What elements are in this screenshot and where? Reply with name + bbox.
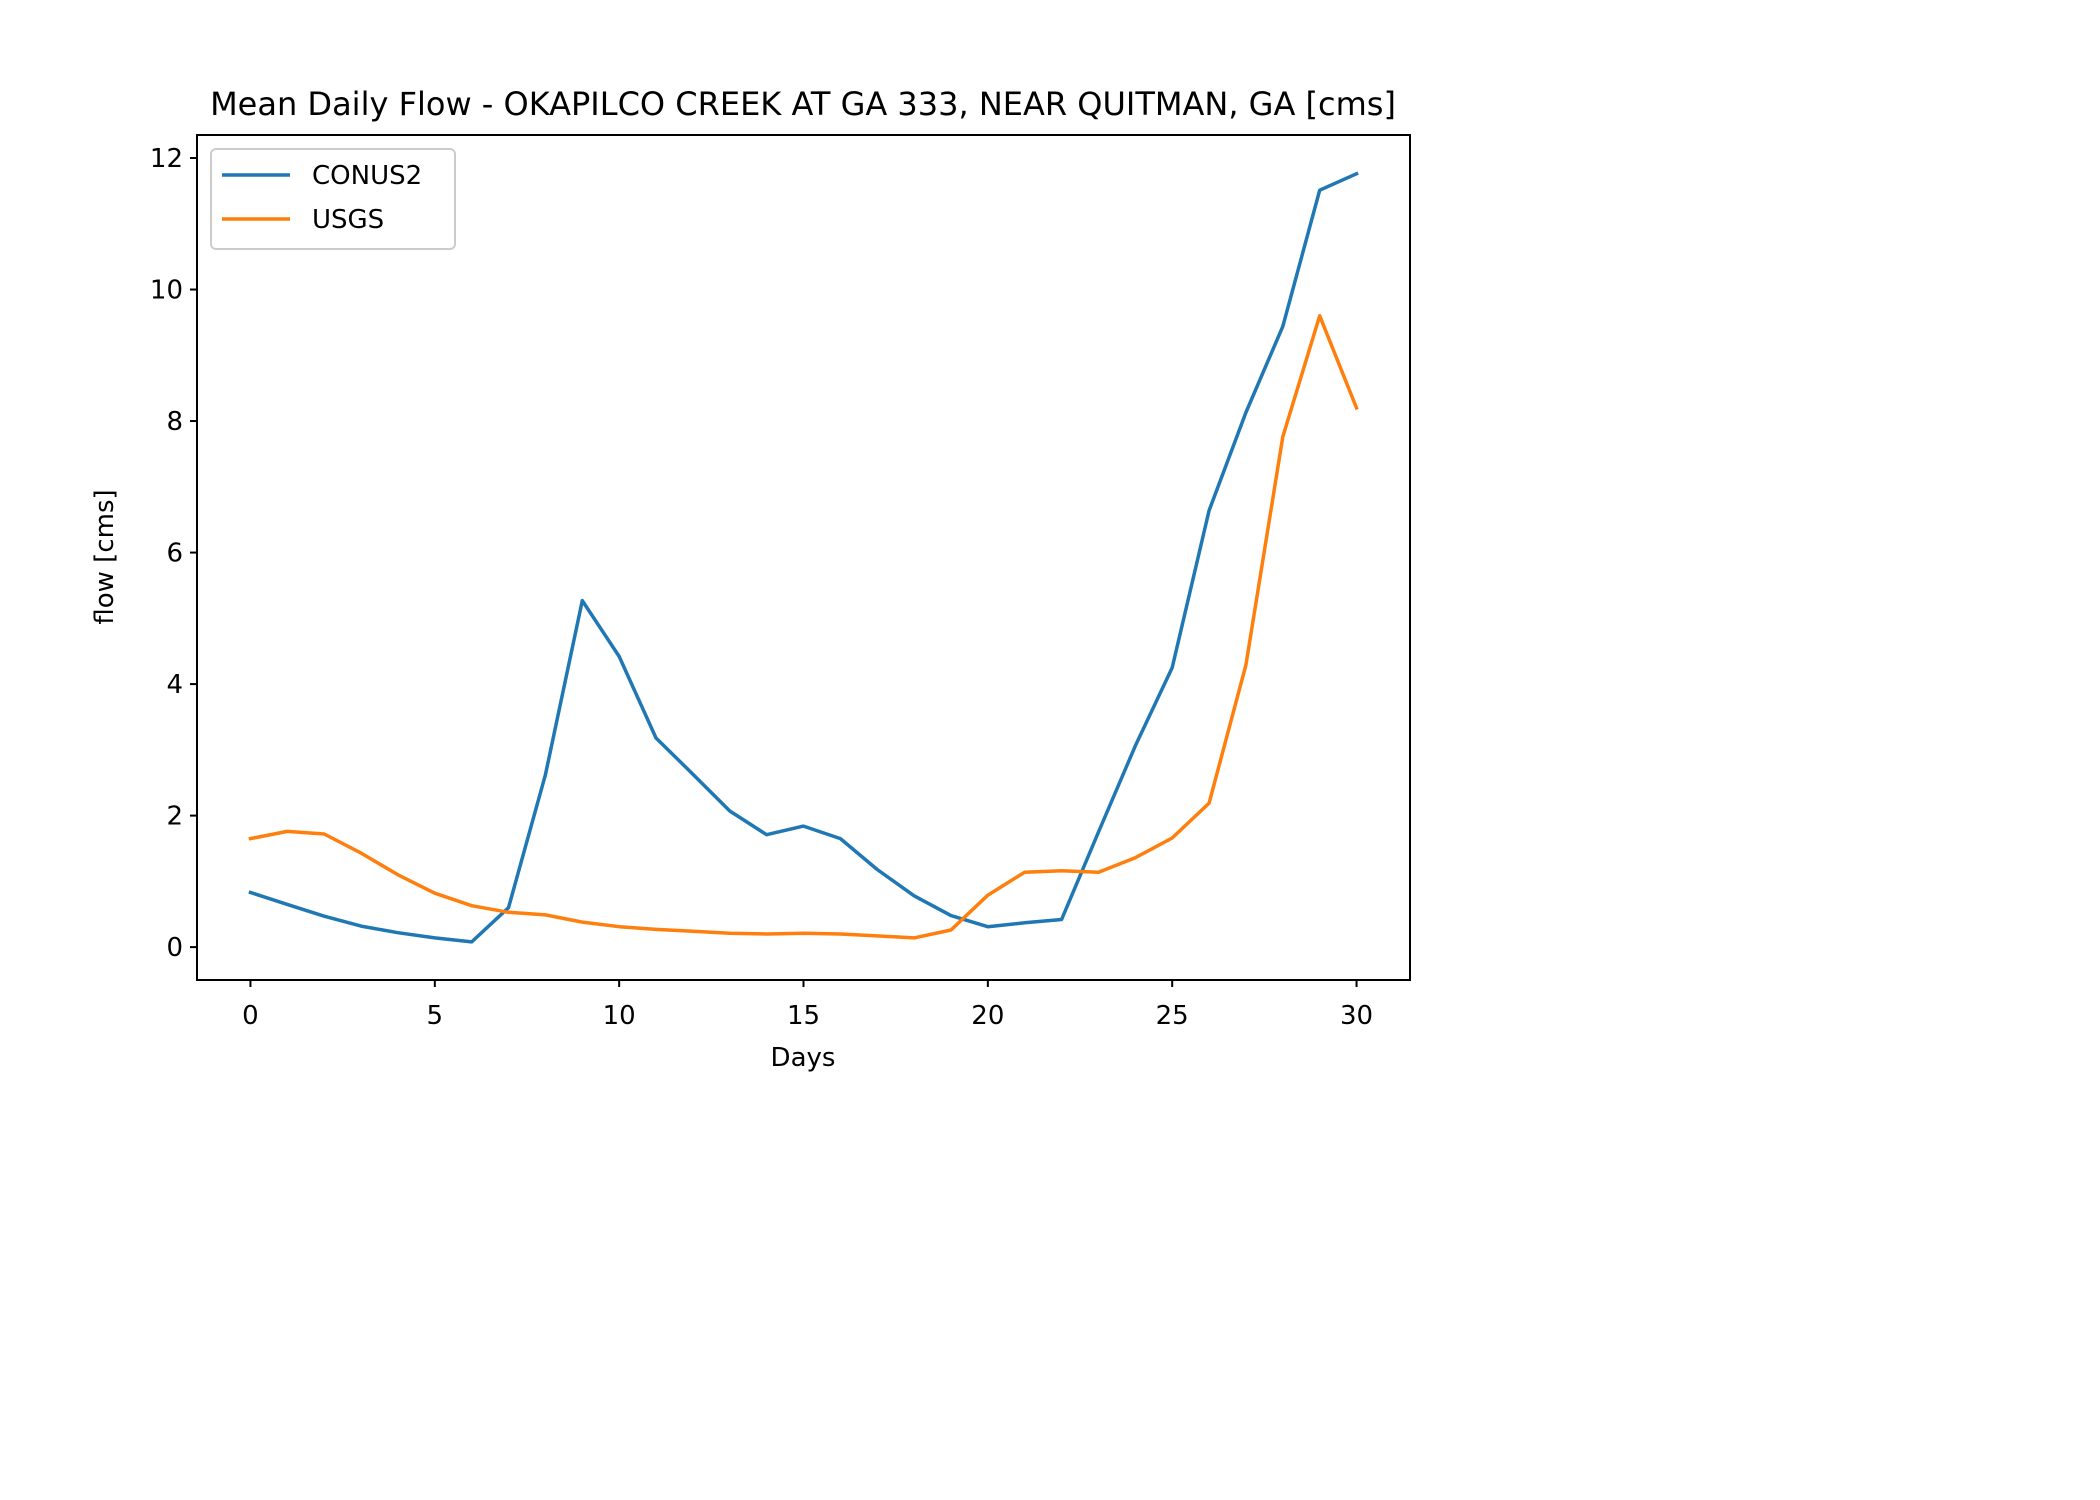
chart-title: Mean Daily Flow - OKAPILCO CREEK AT GA 3… (210, 85, 1396, 123)
y-axis-ticks: 0 2 4 6 8 10 12 (150, 144, 197, 963)
x-tick-label-15: 15 (787, 1001, 820, 1031)
y-tick-label-4: 4 (166, 670, 183, 700)
y-tick-label-12: 12 (150, 144, 183, 174)
x-tick-label-0: 0 (242, 1001, 259, 1031)
x-tick-label-5: 5 (427, 1001, 444, 1031)
x-axis-title: Days (771, 1043, 836, 1073)
y-axis-title: flow [cms] (90, 489, 120, 624)
y-tick-label-6: 6 (166, 539, 183, 569)
y-tick-label-10: 10 (150, 276, 183, 306)
y-tick-label-8: 8 (166, 407, 183, 437)
x-tick-label-10: 10 (603, 1001, 636, 1031)
y-tick-label-0: 0 (166, 933, 183, 963)
x-tick-label-30: 30 (1340, 1001, 1373, 1031)
x-axis-ticks: 0 5 10 15 20 25 30 (242, 980, 1373, 1031)
x-tick-label-20: 20 (971, 1001, 1004, 1031)
legend: CONUS2 USGS (210, 148, 456, 250)
series-line-usgs (248, 314, 1359, 940)
legend-label-conus2: CONUS2 (312, 161, 422, 191)
line-chart: Mean Daily Flow - OKAPILCO CREEK AT GA 3… (90, 85, 1411, 1073)
legend-label-usgs: USGS (312, 205, 384, 235)
series-line-conus2 (248, 171, 1359, 944)
y-tick-label-2: 2 (166, 802, 183, 832)
plot-frame (196, 134, 1411, 981)
chart-container: Mean Daily Flow - OKAPILCO CREEK AT GA 3… (90, 85, 1411, 1073)
series-layer (248, 171, 1359, 944)
x-tick-label-25: 25 (1156, 1001, 1189, 1031)
